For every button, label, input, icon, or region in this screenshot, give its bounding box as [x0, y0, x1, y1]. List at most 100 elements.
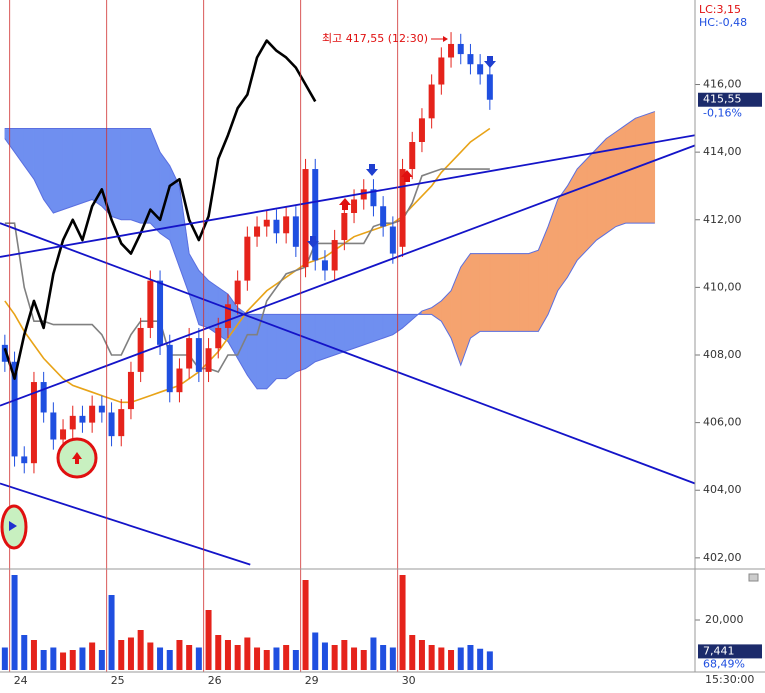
cloud-segment [111, 128, 122, 221]
candle-body [176, 368, 183, 393]
volume-bar [486, 651, 493, 670]
cloud-segment [82, 128, 93, 204]
candle-body [69, 415, 76, 430]
cloud-segment [635, 114, 646, 224]
candle-body [89, 405, 96, 423]
trend-line [0, 482, 251, 566]
candle-body [457, 43, 464, 55]
volume-bar [30, 640, 37, 670]
volume-bar [380, 645, 387, 670]
volume-bar [457, 647, 464, 670]
volume-tick-label: 20,000 [705, 613, 744, 626]
cloud-segment [120, 128, 132, 221]
volume-bar [186, 645, 193, 670]
cloud-segment [285, 314, 297, 380]
candle-body [409, 142, 416, 170]
y-tick-label: 410,00 [703, 280, 742, 293]
candle-body [118, 409, 125, 437]
cloud-segment [567, 167, 578, 279]
cloud-segment [62, 128, 74, 211]
cloud-segment [353, 314, 365, 349]
cloud-segment [586, 148, 597, 251]
volume-bar [176, 640, 183, 670]
candle-body [137, 327, 144, 372]
candle-body [263, 219, 270, 227]
volume-bar [137, 630, 144, 670]
candle-body [186, 338, 193, 369]
volume-bar [263, 650, 270, 670]
volume-bar [292, 650, 299, 670]
volume-bar [341, 640, 348, 670]
volume-bar [69, 650, 76, 670]
cloud-segment [344, 314, 355, 353]
volume-bar [224, 640, 231, 670]
down-arrow [366, 164, 378, 176]
volume-bar [108, 595, 115, 670]
cloud-segment [605, 131, 617, 234]
y-tick-label: 412,00 [703, 213, 742, 226]
cloud-segment [373, 314, 384, 342]
price-pane [0, 32, 695, 566]
signal-arrow [9, 521, 17, 531]
volume-bar [438, 647, 445, 670]
candle-body [273, 219, 280, 234]
volume-bar [477, 648, 484, 670]
hc-label: HC:-0,48 [699, 16, 747, 29]
pane-icon[interactable] [748, 573, 759, 582]
volume-last-box [698, 644, 762, 659]
volume-bar [273, 647, 280, 670]
down-arrow [484, 56, 496, 68]
candle-body [341, 213, 348, 241]
volume-bar [321, 642, 328, 670]
volume-bar [409, 635, 416, 670]
x-tick-label: 26 [208, 674, 222, 687]
volume-bar [351, 647, 358, 670]
candle-body [157, 280, 164, 345]
cloud-segment [615, 124, 626, 227]
trend-line [0, 144, 695, 407]
volume-bar [302, 580, 309, 670]
cloud-segment [596, 137, 607, 241]
candle-body [108, 412, 115, 437]
candle-body [79, 415, 86, 423]
up-arrow [401, 170, 413, 182]
volume-bar [166, 650, 173, 670]
volume-bar [89, 642, 96, 670]
time-label: 15:30:00 [705, 673, 754, 686]
trend-line [0, 134, 695, 258]
signals [0, 56, 496, 550]
index-line [3, 39, 317, 380]
volume-bar [98, 650, 105, 670]
cloud-segment [363, 314, 374, 346]
last-price-label: 415,55 [703, 93, 742, 106]
candle-body [477, 64, 484, 75]
cloud-segment [382, 314, 394, 339]
candle-body [418, 118, 425, 142]
candle-body [195, 338, 202, 372]
volume-bar [1, 647, 8, 670]
volume-bar [234, 645, 241, 670]
candle-body [254, 226, 261, 237]
volume-ratio-label: 68,49% [703, 657, 745, 670]
candle-body [1, 344, 8, 362]
candle-body [40, 382, 47, 413]
volume-bar [428, 645, 435, 670]
trend-line [0, 222, 695, 485]
candle-body [302, 169, 309, 268]
volume-bar [40, 650, 47, 670]
cloud-segment [508, 253, 520, 332]
y-tick-label: 406,00 [703, 416, 742, 429]
candle-body [399, 169, 406, 247]
volume-bar [79, 647, 86, 670]
x-tick-label: 29 [305, 674, 319, 687]
candle-body [486, 74, 493, 100]
volume-bar [118, 640, 125, 670]
last-price-box [698, 92, 762, 107]
candle-body [389, 226, 396, 254]
cloud-segment [644, 111, 656, 224]
cloud-segment [324, 314, 335, 359]
cloud-segment [256, 314, 268, 390]
cloud-segment [276, 314, 287, 379]
